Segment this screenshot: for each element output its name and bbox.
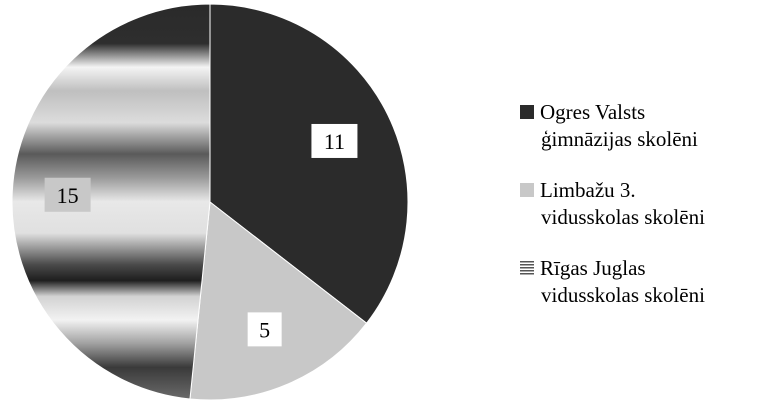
data-label-3: 15 <box>57 183 79 208</box>
legend-label-2-line-1: Limbažu 3. <box>540 178 636 202</box>
legend-label-1-line-2: ģimnāzijas skolēni <box>541 127 698 151</box>
pie-slice-2 <box>189 201 368 401</box>
pie-slice-1 <box>209 3 409 324</box>
legend: Ogres Valsts ģimnāzijas skolēni Limbažu 3.… <box>520 100 705 307</box>
pie-slice-3 <box>11 3 211 400</box>
data-label-1: 11 <box>324 129 345 154</box>
legend-swatch-1 <box>520 105 534 119</box>
legend-label-3-line-2: vidusskolas skolēni <box>541 283 705 307</box>
data-label-2: 5 <box>259 317 270 342</box>
data-labels: 11 5 15 <box>44 123 358 347</box>
data-label-box-1 <box>311 123 358 158</box>
legend-label-2-line-2: vidusskolas skolēni <box>541 205 705 229</box>
legend-swatch-2 <box>520 183 534 197</box>
data-label-box-2 <box>247 312 282 347</box>
pie-slices <box>11 3 409 401</box>
legend-label-3-line-1: Rīgas Juglas <box>540 256 646 280</box>
legend-label-1-line-1: Ogres Valsts <box>540 100 645 124</box>
data-label-box-3 <box>44 177 91 212</box>
legend-swatch-3 <box>520 261 534 275</box>
